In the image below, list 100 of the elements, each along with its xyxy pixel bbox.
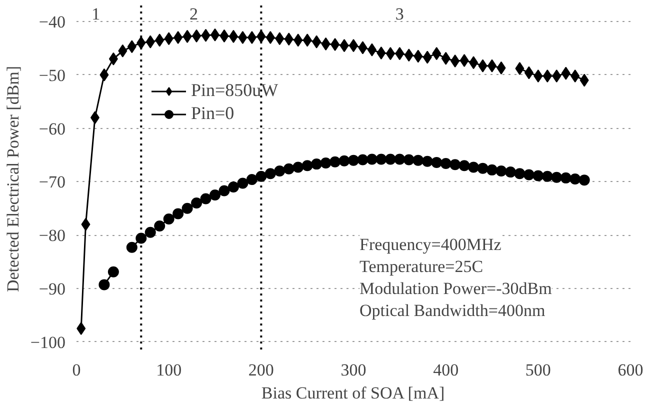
point [182,30,192,43]
x-tick-label: 600 [618,360,644,380]
y-tick-label: −50 [38,66,66,85]
point [100,68,109,82]
point [90,111,100,124]
point [580,74,589,87]
point [136,232,147,244]
y-tick-label: −40 [38,12,66,32]
point [321,37,330,50]
point [395,47,404,60]
y-axis-title: Detected Electrical Power [dBm] [3,66,22,292]
point [146,35,155,48]
point [478,59,488,72]
point [496,61,506,74]
point [76,322,86,335]
point [441,52,450,65]
point [450,159,461,170]
point [266,31,275,44]
point [431,156,442,168]
annotation: Modulation Power=-30dBm [360,279,552,298]
point [218,185,230,196]
point [403,154,414,166]
point [264,168,276,180]
x-tick-label: 300 [340,360,366,380]
point [246,174,258,186]
point [292,162,304,173]
point [570,174,581,184]
point [108,52,118,66]
point [404,48,414,62]
point [201,28,210,42]
point [210,190,220,201]
point [127,40,136,54]
point [524,66,534,80]
point [561,66,570,80]
point [367,43,376,56]
point [228,30,238,43]
x-tick-label: 200 [248,360,274,380]
point [384,154,396,165]
point [414,50,423,63]
point [274,166,286,176]
point [366,154,378,165]
point [320,157,332,168]
point [330,38,340,51]
point [338,155,350,166]
point [98,279,110,290]
x-tick-label: 100 [156,360,182,380]
point [551,172,562,183]
y-tick-label: −80 [38,226,66,246]
point [570,69,580,82]
point [191,198,202,209]
x-tick-label: 500 [525,360,551,380]
point [154,220,166,232]
point [515,62,524,75]
point [330,156,341,168]
point [422,156,433,167]
y-tick-label: −70 [38,172,66,192]
point [514,168,526,180]
point [440,158,452,170]
point [283,163,294,174]
point [247,31,256,44]
point [220,29,229,42]
point [560,172,572,184]
point [532,170,544,182]
annotation: Optical Bandwidth=400nm [360,301,546,320]
point [238,31,248,44]
point [155,34,164,47]
point [496,166,507,176]
point [237,178,248,189]
point [477,162,488,174]
point [302,34,312,47]
point [311,158,322,170]
point [108,266,119,278]
point [394,154,406,165]
point [486,164,498,176]
point [81,218,90,231]
point [126,242,138,253]
point [340,39,349,52]
point [542,170,553,182]
point [192,29,202,42]
annotation: Temperature=25C [360,257,484,276]
point [174,31,183,44]
x-tick-label: 400 [433,360,459,380]
point [228,182,239,192]
point [422,50,432,64]
annotation: 1 [92,4,100,24]
legend-label: Pin=850uW [191,80,278,101]
point [468,162,480,173]
point [182,202,193,214]
point [542,69,552,82]
point [460,54,469,67]
y-tick-label: −60 [38,119,66,138]
point [164,32,174,46]
x-axis-title: Bias Current of SOA [mA] [261,384,445,402]
point [358,41,368,54]
point [312,35,322,48]
point [294,34,303,47]
point [200,193,212,204]
point [118,44,128,58]
annotation: 2 [190,4,198,24]
point [172,208,184,220]
